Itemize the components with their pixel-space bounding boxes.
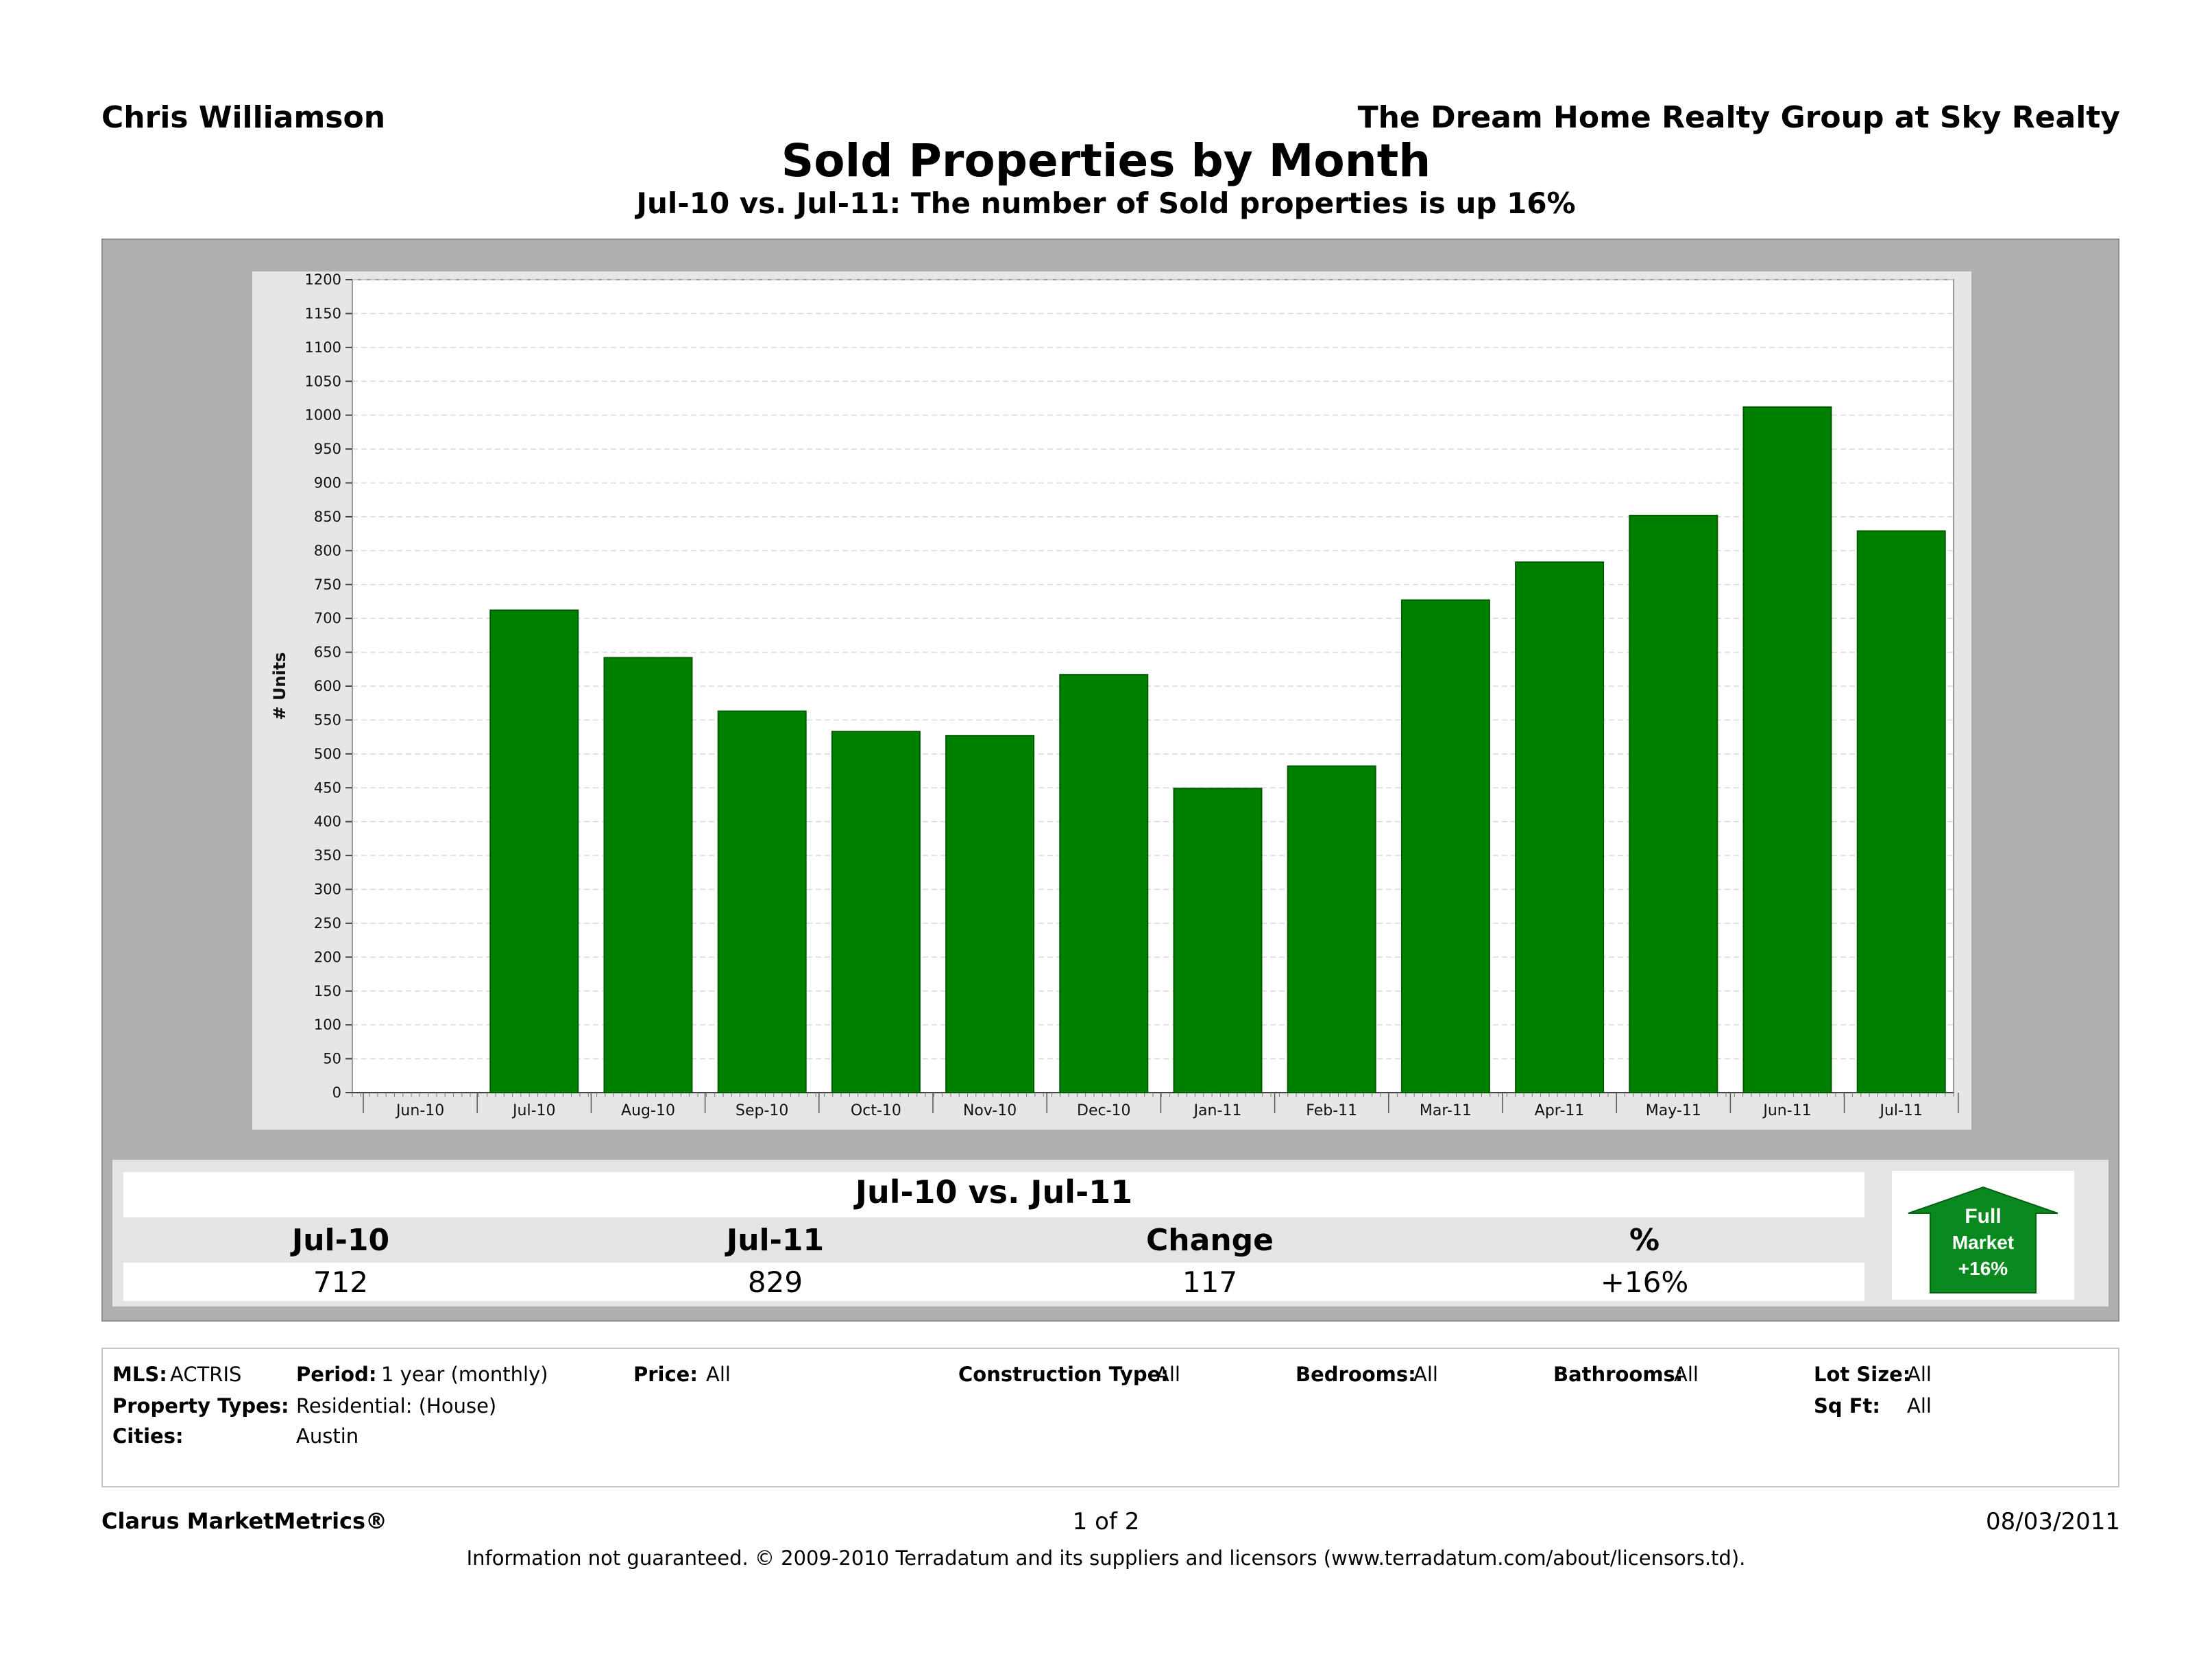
disclaimer: Information not guaranteed. © 2009-2010 … bbox=[466, 1546, 1746, 1570]
summary-title: Jul-10 vs. Jul-11 bbox=[855, 1174, 1133, 1211]
bar bbox=[1856, 530, 1946, 1093]
criteria-price-label: Price: bbox=[633, 1363, 698, 1386]
summary-value-jul11: 829 bbox=[747, 1265, 803, 1299]
criteria-construction-label: Construction Type: bbox=[958, 1363, 1169, 1386]
criteria-sqft-label: Sq Ft: bbox=[1814, 1394, 1881, 1418]
criteria-cities-label: Cities: bbox=[112, 1424, 184, 1448]
y-tick-label: 400 bbox=[314, 814, 341, 830]
bar bbox=[831, 731, 921, 1093]
badge-line-3: +16% bbox=[1958, 1258, 2008, 1279]
y-tick-label: 950 bbox=[314, 441, 341, 457]
summary-header-change: Change bbox=[1146, 1223, 1274, 1258]
x-tick-label: Mar-11 bbox=[1420, 1102, 1472, 1119]
criteria-lot-label: Lot Size: bbox=[1814, 1363, 1911, 1386]
x-tick-label: Feb-11 bbox=[1306, 1102, 1357, 1119]
bar bbox=[603, 657, 693, 1093]
y-tick-label: 1100 bbox=[305, 339, 341, 356]
x-tick-label: Jun-10 bbox=[395, 1102, 444, 1119]
bar bbox=[717, 710, 807, 1093]
bar bbox=[1400, 599, 1490, 1093]
summary-header-jul10: Jul-10 bbox=[291, 1223, 390, 1258]
criteria-bathrooms-label: Bathrooms: bbox=[1553, 1363, 1684, 1386]
y-tick-label: 600 bbox=[314, 678, 341, 694]
summary-header-percent: % bbox=[1629, 1223, 1660, 1258]
x-tick-label: Jul-10 bbox=[511, 1102, 555, 1119]
y-tick-label: 550 bbox=[314, 712, 341, 728]
y-tick-label: 350 bbox=[314, 847, 341, 864]
y-tick-label: 200 bbox=[314, 949, 341, 965]
bar bbox=[1173, 788, 1263, 1093]
up-arrow-shape bbox=[1908, 1186, 2058, 1293]
y-tick-label: 0 bbox=[332, 1084, 341, 1101]
criteria-price-value: All bbox=[706, 1363, 731, 1386]
summary-title-box bbox=[123, 1172, 1864, 1217]
page-number: 1 of 2 bbox=[1072, 1508, 1140, 1535]
bar bbox=[1629, 514, 1718, 1093]
x-tick-label: Jul-11 bbox=[1878, 1102, 1922, 1119]
criteria-bedrooms-label: Bedrooms: bbox=[1296, 1363, 1416, 1386]
bar bbox=[1287, 765, 1376, 1094]
bar bbox=[1742, 406, 1832, 1094]
footer-brand: Clarus MarketMetrics® bbox=[101, 1508, 388, 1534]
criteria-cities-value: Austin bbox=[296, 1424, 359, 1448]
criteria-period-value: 1 year (monthly) bbox=[381, 1363, 548, 1386]
y-tick-label: 450 bbox=[314, 779, 341, 796]
criteria-bedrooms-value: All bbox=[1413, 1363, 1438, 1386]
y-tick-label: 900 bbox=[314, 475, 341, 491]
agent-name: Chris Williamson bbox=[101, 100, 386, 135]
y-tick-label: 1150 bbox=[305, 305, 341, 321]
badge-line-2: Market bbox=[1952, 1232, 2014, 1253]
summary-values-box bbox=[123, 1263, 1864, 1301]
summary-value-jul10: 712 bbox=[313, 1265, 369, 1299]
y-tick-label: 300 bbox=[314, 881, 341, 898]
x-tick-label: May-11 bbox=[1646, 1102, 1701, 1119]
bar-chart: 0 50 100 150 200 250 300 350 400 450 500 550 600 650 7… bbox=[270, 271, 1959, 1119]
y-axis-label: # Units bbox=[270, 652, 289, 720]
y-tick-label: 1000 bbox=[305, 407, 341, 424]
x-tick-label: Apr-11 bbox=[1535, 1102, 1585, 1119]
y-tick-label: 750 bbox=[314, 576, 341, 593]
y-tick-label: 650 bbox=[314, 644, 341, 661]
y-tick-label: 850 bbox=[314, 509, 341, 525]
page-subtitle: Jul-10 vs. Jul-11: The number of Sold pr… bbox=[636, 186, 1576, 220]
bar bbox=[1059, 674, 1149, 1093]
summary-value-percent: +16% bbox=[1600, 1265, 1689, 1299]
criteria-property-types-label: Property Types: bbox=[112, 1394, 289, 1418]
company-name: The Dream Home Realty Group at Sky Realt… bbox=[1357, 100, 2120, 135]
x-tick-label: Jun-11 bbox=[1762, 1102, 1811, 1119]
search-criteria-box bbox=[101, 1348, 2119, 1487]
x-tick-label: Sep-10 bbox=[736, 1102, 788, 1119]
y-tick-label: 800 bbox=[314, 542, 341, 559]
y-tick-label: 150 bbox=[314, 983, 341, 999]
bar bbox=[489, 609, 579, 1094]
summary-header-jul11: Jul-11 bbox=[726, 1223, 825, 1258]
criteria-mls-value: ACTRIS bbox=[170, 1363, 242, 1386]
y-tick-label: 50 bbox=[323, 1051, 341, 1067]
bar bbox=[945, 735, 1035, 1093]
up-arrow-icon: Full Market +16% bbox=[1908, 1186, 2058, 1293]
criteria-construction-value: All bbox=[1156, 1363, 1180, 1386]
x-tick-label: Jan-11 bbox=[1193, 1102, 1242, 1119]
y-tick-label: 1200 bbox=[305, 271, 341, 288]
y-tick-label: 1050 bbox=[305, 373, 341, 389]
y-tick-label: 700 bbox=[314, 610, 341, 627]
x-tick-label: Aug-10 bbox=[621, 1102, 675, 1119]
bar bbox=[1515, 561, 1605, 1093]
summary-value-change: 117 bbox=[1182, 1265, 1238, 1299]
page-title: Sold Properties by Month bbox=[781, 134, 1431, 187]
criteria-mls-label: MLS: bbox=[112, 1363, 167, 1386]
criteria-period-label: Period: bbox=[296, 1363, 377, 1386]
criteria-sqft-value: All bbox=[1907, 1394, 1932, 1418]
x-tick-label: Dec-10 bbox=[1077, 1102, 1131, 1119]
badge-line-1: Full bbox=[1965, 1205, 2001, 1228]
criteria-property-types-value: Residential: (House) bbox=[296, 1394, 497, 1418]
x-tick-label: Nov-10 bbox=[963, 1102, 1017, 1119]
criteria-lot-value: All bbox=[1907, 1363, 1932, 1386]
y-tick-label: 500 bbox=[314, 746, 341, 762]
criteria-bathrooms-value: All bbox=[1674, 1363, 1699, 1386]
report-date: 08/03/2011 bbox=[1986, 1508, 2120, 1535]
y-tick-label: 250 bbox=[314, 915, 341, 932]
y-tick-label: 100 bbox=[314, 1017, 341, 1033]
x-tick-label: Oct-10 bbox=[851, 1102, 901, 1119]
